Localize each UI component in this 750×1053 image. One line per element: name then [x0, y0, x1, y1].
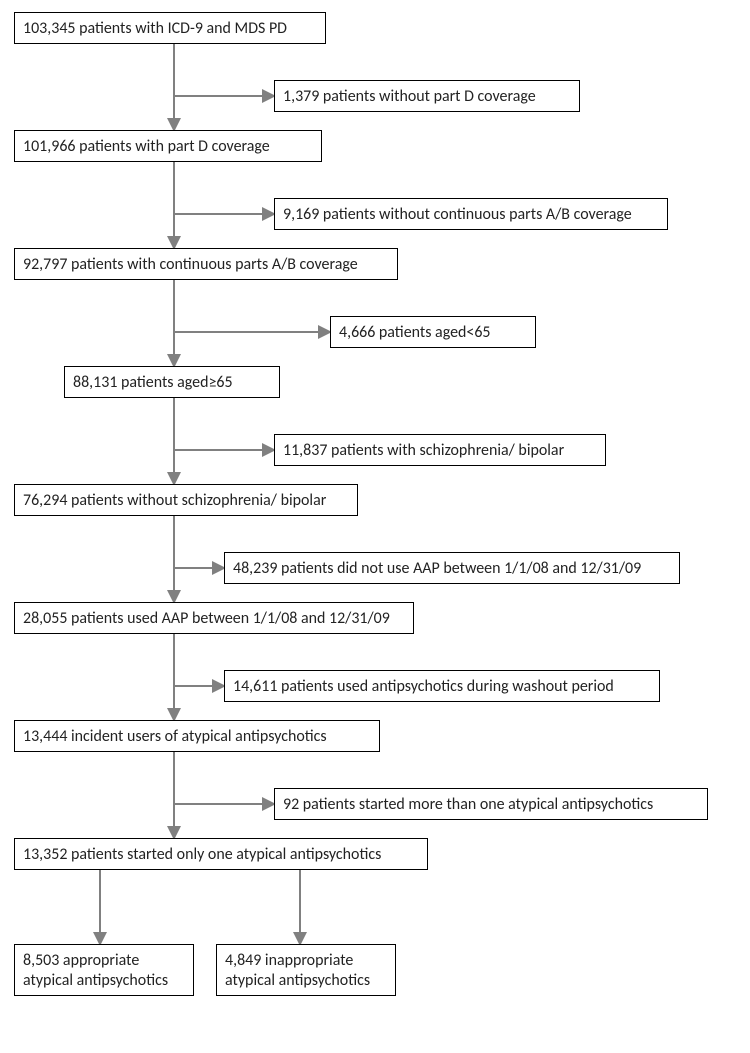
flow-box-e5: 48,239 patients did not use AAP between … — [224, 552, 680, 584]
flow-box-e1: 1,379 patients without part D coverage — [274, 80, 580, 112]
flow-box-o2: 4,849 inappropriate atypical antipsychot… — [216, 944, 396, 996]
flow-box-e6: 14,611 patients used antipsychotics duri… — [224, 670, 660, 702]
flow-box-n4: 88,131 patients aged≥65 — [64, 366, 280, 398]
flow-box-n6: 28,055 patients used AAP between 1/1/08 … — [14, 602, 414, 634]
flow-box-o1: 8,503 appropriate atypical antipsychotic… — [14, 944, 194, 996]
flow-box-n5: 76,294 patients without schizophrenia/ b… — [14, 484, 358, 516]
flow-box-n3: 92,797 patients with continuous parts A/… — [14, 248, 398, 280]
flow-box-e3: 4,666 patients aged<65 — [330, 316, 536, 348]
flow-box-e7: 92 patients started more than one atypic… — [274, 788, 708, 820]
flow-box-n1: 103,345 patients with ICD-9 and MDS PD — [14, 12, 326, 44]
flow-box-n7: 13,444 incident users of atypical antips… — [14, 720, 380, 752]
flowchart: 103,345 patients with ICD-9 and MDS PD 1,… — [0, 0, 750, 1053]
flow-box-e4: 11,837 patients with schizophrenia/ bipo… — [274, 434, 606, 466]
flow-box-n2: 101,966 patients with part D coverage — [14, 130, 322, 162]
flow-box-e2: 9,169 patients without continuous parts … — [274, 198, 668, 230]
flow-box-n8: 13,352 patients started only one atypica… — [14, 838, 428, 870]
